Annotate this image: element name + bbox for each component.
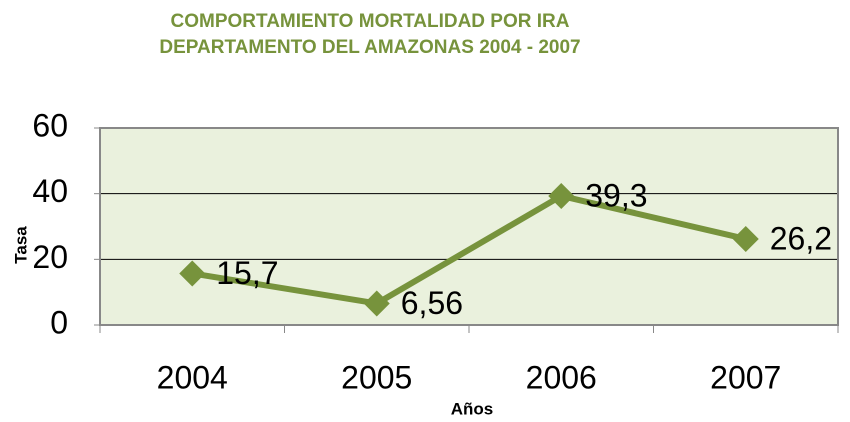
data-label: 26,2 <box>770 220 832 256</box>
x-axis-label: Años <box>451 399 494 418</box>
y-tick-label: 60 <box>32 107 68 143</box>
y-tick-label: 20 <box>32 239 68 275</box>
plot-area <box>100 128 838 325</box>
data-label: 39,3 <box>585 177 647 213</box>
x-tick-label: 2005 <box>341 359 412 395</box>
chart-subtitle: DEPARTAMENTO DEL AMAZONAS 2004 - 2007 <box>159 37 580 58</box>
data-label: 15,7 <box>216 255 278 291</box>
marker <box>732 225 759 252</box>
data-label: 6,56 <box>401 285 463 321</box>
x-tick-label: 2004 <box>157 359 228 395</box>
y-tick-label: 40 <box>32 173 68 209</box>
marker <box>179 260 206 287</box>
y-axis-label: Tasa <box>11 226 30 264</box>
x-tick-label: 2006 <box>526 359 597 395</box>
chart-title: COMPORTAMIENTO MORTALIDAD POR IRA <box>171 11 570 32</box>
line <box>191 192 747 307</box>
marker <box>548 182 575 209</box>
x-tick-label: 2007 <box>710 359 781 395</box>
marker <box>363 290 390 317</box>
y-tick-label: 0 <box>50 304 68 340</box>
